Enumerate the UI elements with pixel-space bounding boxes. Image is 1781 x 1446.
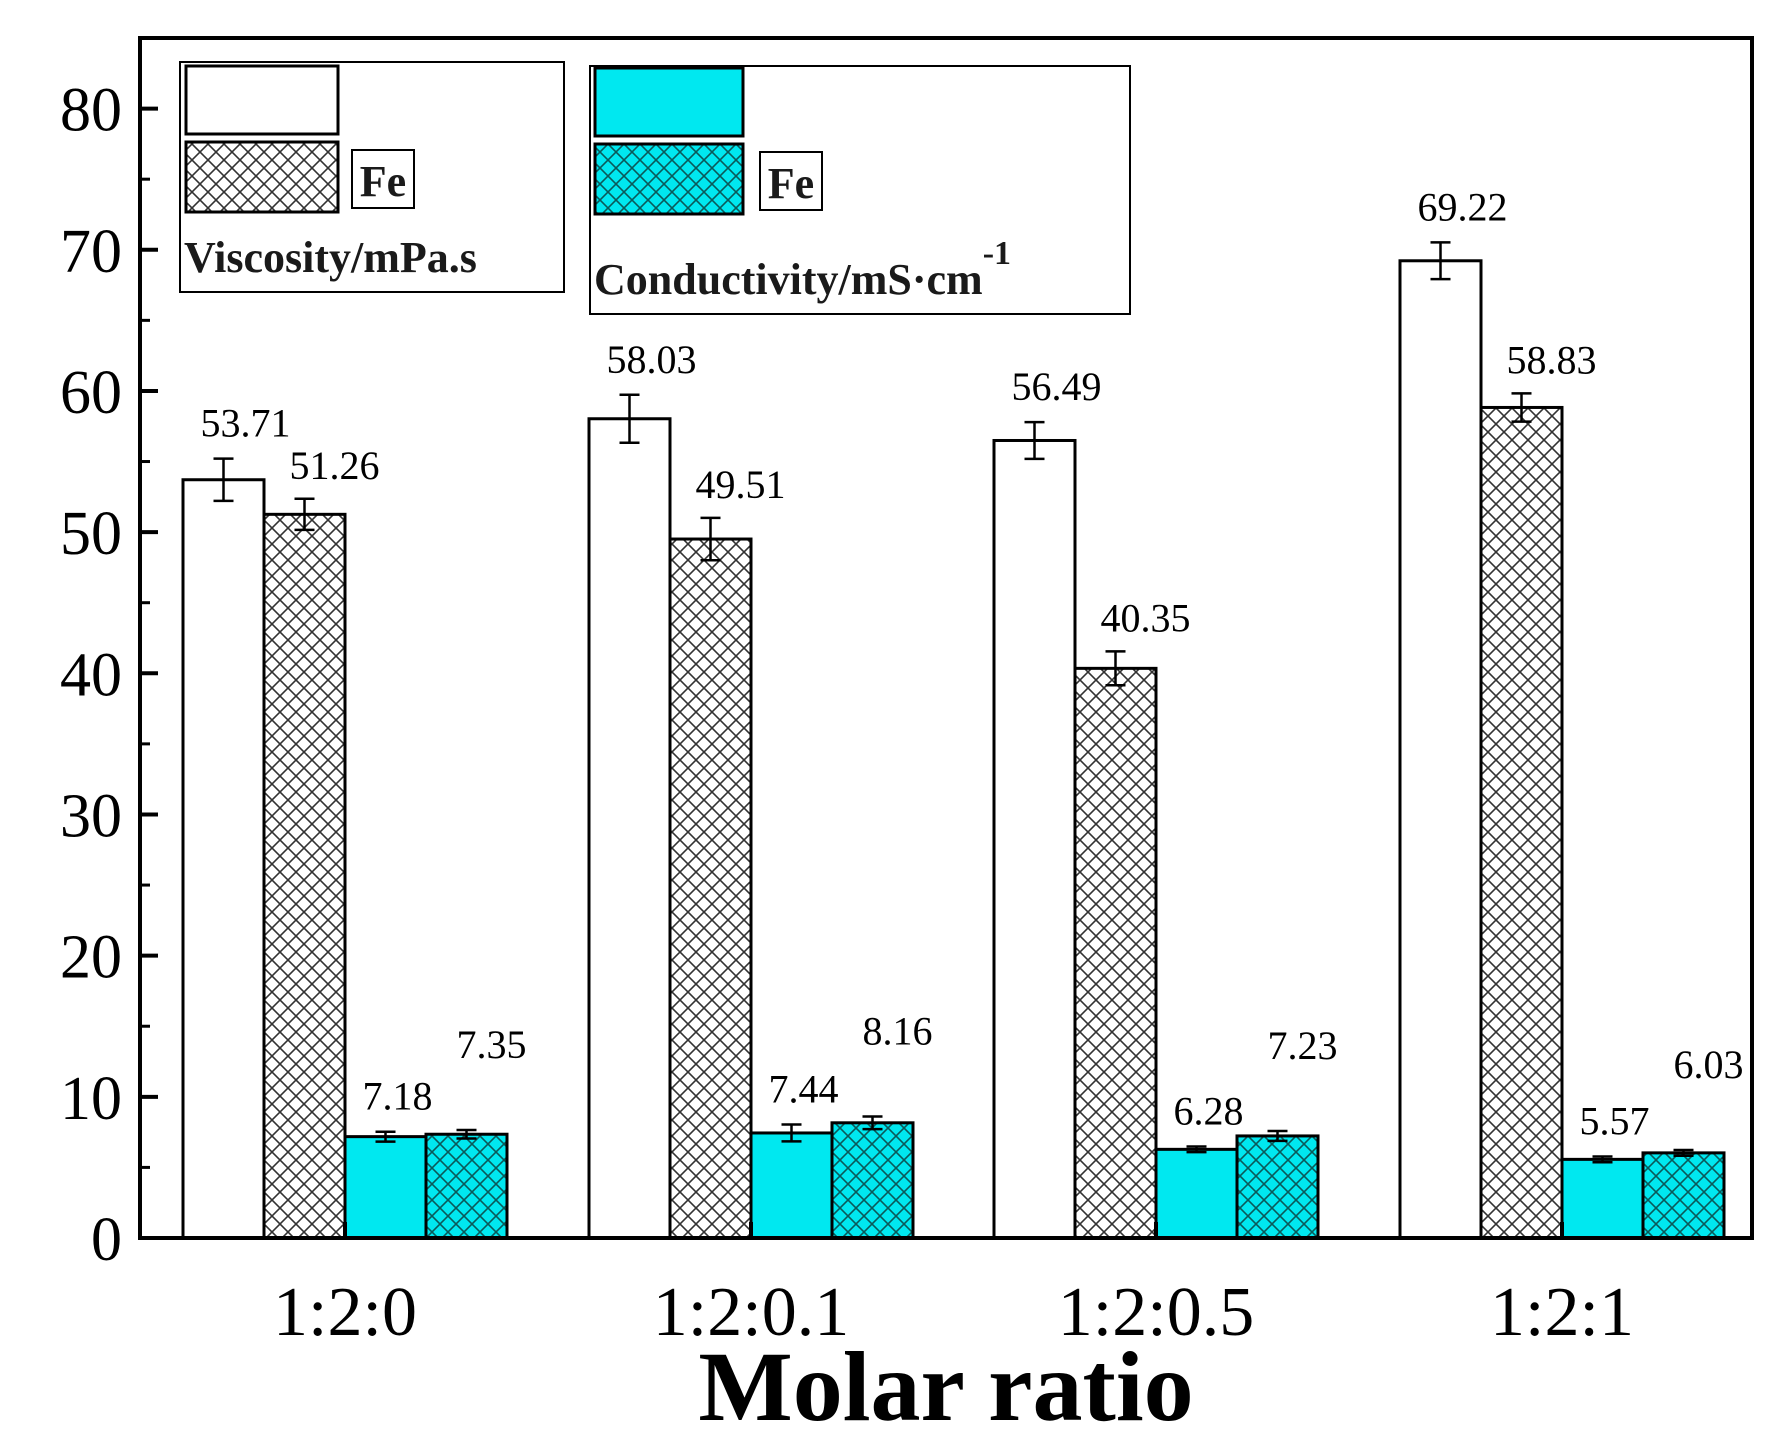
y-tick-label: 10 [60,1065,122,1133]
legend-viscosity: Fe Viscosity/mPa.s [179,61,565,293]
y-tick-label: 80 [60,77,122,145]
y-tick-label: 0 [91,1206,122,1274]
bar [992,438,1077,1240]
x-tick-label: 1:2:0.5 [1058,1274,1254,1351]
bar [1154,1147,1239,1240]
data-label: 7.18 [363,1074,433,1119]
bar [1641,1151,1726,1240]
y-tick-label: 30 [60,782,122,850]
data-label: 5.57 [1580,1099,1650,1144]
data-label: 58.03 [607,337,697,382]
data-label: 7.35 [457,1022,527,1067]
y-tick-label: 50 [60,500,122,568]
bar [1073,666,1158,1240]
bar [1479,405,1564,1240]
data-label: 53.71 [201,401,291,446]
bar [830,1121,915,1240]
bar [587,417,672,1240]
bar [668,537,753,1240]
legend-fe-label: Fe [768,159,814,208]
bar [1235,1134,1320,1240]
bar [1560,1157,1645,1240]
bar [343,1135,428,1240]
data-label: 51.26 [290,443,380,488]
data-label: 49.51 [696,462,786,507]
y-tick-label: 20 [60,924,122,992]
data-label: 7.44 [769,1066,839,1111]
bar [1398,259,1483,1240]
legend-fe-label: Fe [360,157,406,206]
plot-frame [138,36,1754,1240]
x-tick-label: 1:2:1 [1490,1274,1634,1351]
legend-conductivity: Fe Conductivity/mS·cm-1 [589,65,1131,315]
legend-swatch-conductivity-plain [593,66,745,138]
x-tick-label: 1:2:0.1 [653,1274,849,1351]
legend-fe-box [351,149,415,209]
data-label: 7.23 [1268,1023,1338,1068]
data-label: 69.22 [1418,184,1508,229]
legend-superscript: -1 [983,235,1011,272]
y-tick-label: 60 [60,359,122,427]
legend-swatch-conductivity-fe [593,142,745,216]
data-label: 6.03 [1674,1042,1744,1087]
bar [424,1132,509,1240]
legend-swatch-viscosity-plain [184,64,340,136]
data-label: 58.83 [1507,337,1597,382]
bar [749,1131,834,1240]
y-tick-label: 40 [60,641,122,709]
bar [262,512,347,1240]
legend-conductivity-title: Conductivity/mS·cm-1 [594,235,1011,304]
legend-viscosity-title: Viscosity/mPa.s [184,233,477,282]
bar [181,478,266,1240]
data-label: 8.16 [863,1008,933,1053]
y-tick-label: 70 [60,218,122,286]
x-axis-title: Molar ratio [698,1331,1193,1442]
legend-swatch-viscosity-fe [184,140,340,214]
data-label: 40.35 [1101,595,1191,640]
legend-fe-box [759,151,823,211]
data-label: 56.49 [1012,364,1102,409]
data-label: 6.28 [1174,1089,1244,1134]
x-tick-label: 1:2:0 [273,1274,417,1351]
